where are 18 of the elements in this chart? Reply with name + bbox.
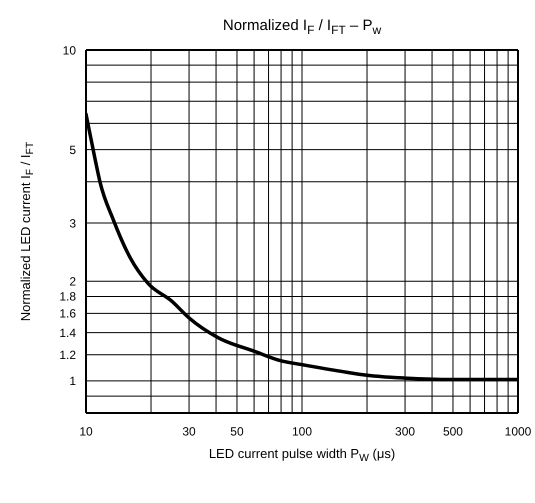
x-tick-label: 500 [442, 424, 464, 439]
x-axis-title: LED current pulse width P$_{W}$ (μs) [208, 446, 396, 464]
x-tick-label: 10 [79, 424, 93, 439]
y-tick-label: 5 [69, 142, 76, 157]
y-tick-label: 1.4 [59, 326, 76, 340]
y-tick-label: 2 [69, 274, 76, 289]
y-tick-label: 1.8 [59, 290, 76, 304]
chart-title: Normalized I$_{F}$ / I$_{FT}$ – P$_{w}$ [222, 17, 382, 37]
x-tick-label: 30 [182, 424, 196, 439]
y-tick-label: 1.2 [59, 348, 76, 362]
y-tick-label: 1.6 [59, 306, 76, 321]
x-tick-label: 1000 [504, 424, 532, 439]
x-tick-label: 100 [292, 424, 312, 439]
y-tick-label: 10 [62, 43, 76, 58]
x-tick-label: 50 [230, 424, 244, 439]
y-tick-label: 3 [69, 216, 76, 230]
x-tick-label: 300 [395, 424, 416, 439]
y-tick-label: 1 [69, 374, 76, 388]
